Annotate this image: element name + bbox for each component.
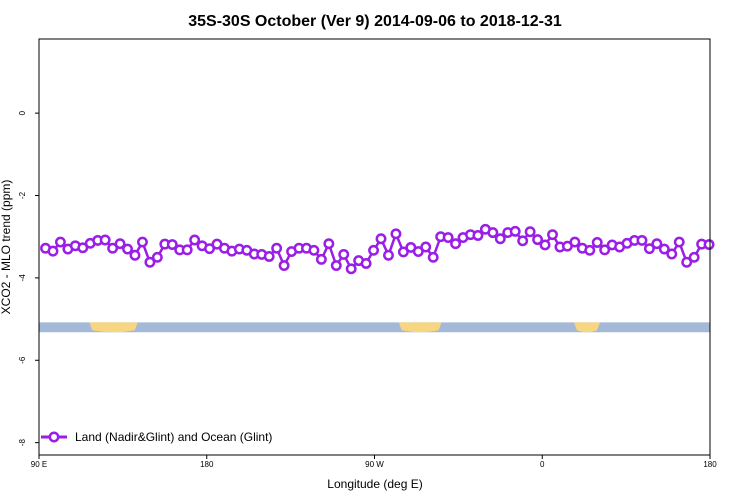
data-point	[569, 236, 581, 248]
data-point	[189, 234, 201, 246]
data-point	[114, 238, 126, 250]
x-tick-label: 90 W	[365, 460, 384, 469]
surface-strip-land	[398, 322, 442, 333]
data-point	[151, 251, 163, 263]
data-point	[673, 236, 685, 248]
data-point	[323, 238, 335, 250]
data-point	[144, 256, 156, 268]
data-point	[688, 251, 700, 263]
data-point	[420, 241, 432, 253]
data-point	[591, 237, 603, 248]
y-tick-label: -6	[18, 356, 27, 364]
data-point	[368, 244, 380, 256]
surface-strip-land	[89, 322, 138, 333]
x-tick-label: 0	[540, 460, 545, 469]
data-point	[517, 235, 529, 247]
data-point	[390, 228, 402, 240]
y-tick-label: -2	[18, 191, 27, 199]
x-tick-label: 180	[703, 460, 717, 469]
data-point	[345, 263, 357, 275]
data-point	[107, 242, 119, 254]
data-point	[658, 243, 670, 255]
data-point	[703, 239, 715, 250]
y-axis: 0 -2 -4 -6 -8	[18, 110, 39, 446]
data-point	[524, 226, 536, 238]
data-point	[472, 230, 484, 241]
y-tick-label: 0	[18, 110, 27, 115]
data-point	[397, 246, 409, 258]
data-point	[263, 251, 275, 262]
data-point	[547, 229, 558, 241]
legend: Land (Nadir&Glint) and Ocean (Glint)	[41, 430, 272, 444]
data-point	[47, 245, 59, 257]
x-axis: 90 E 180 90 W 0 180	[31, 455, 717, 469]
x-tick-label: 180	[200, 460, 214, 469]
data-point	[412, 246, 424, 257]
data-point	[271, 242, 283, 254]
data-point	[636, 234, 648, 246]
x-axis-label: Longitude (deg E)	[327, 477, 422, 491]
data-point	[330, 260, 342, 271]
data-point	[338, 248, 350, 260]
data-point	[136, 236, 148, 248]
data-point	[204, 243, 215, 255]
data-point	[450, 238, 462, 250]
data-point	[509, 225, 521, 237]
data-point	[54, 236, 66, 248]
data-point	[308, 244, 320, 256]
data-point	[651, 238, 663, 250]
data-point	[643, 243, 655, 255]
data-point	[181, 244, 193, 256]
data-point	[129, 249, 141, 261]
data-point	[681, 256, 693, 268]
data-point	[427, 251, 439, 263]
legend-marker	[48, 431, 60, 443]
plot-area	[39, 223, 715, 333]
data-point	[442, 232, 454, 243]
data-point	[122, 243, 133, 255]
data-point	[487, 227, 499, 239]
data-point	[532, 234, 544, 246]
y-axis-label: XCO2 - MLO trend (ppm)	[0, 180, 13, 315]
data-point	[99, 234, 111, 246]
data-point	[315, 253, 327, 265]
data-point	[360, 258, 372, 269]
data-point	[278, 260, 290, 271]
data-point	[599, 244, 611, 256]
surface-strip-land	[573, 322, 601, 333]
chart-title: 35S-30S October (Ver 9) 2014-09-06 to 20…	[188, 13, 562, 30]
surface-strip-ocean	[39, 322, 710, 333]
legend-label: Land (Nadir&Glint) and Ocean (Glint)	[75, 430, 272, 444]
y-tick-label: -4	[18, 274, 27, 282]
data-point	[666, 248, 678, 260]
data-point	[77, 242, 89, 254]
data-point	[494, 233, 506, 245]
data-point	[383, 249, 394, 261]
data-point	[375, 233, 387, 245]
data-point	[166, 239, 178, 250]
data-point	[584, 244, 596, 256]
data-point	[539, 239, 551, 251]
x-tick-label: 90 E	[31, 460, 47, 469]
y-tick-label: -8	[18, 439, 27, 447]
